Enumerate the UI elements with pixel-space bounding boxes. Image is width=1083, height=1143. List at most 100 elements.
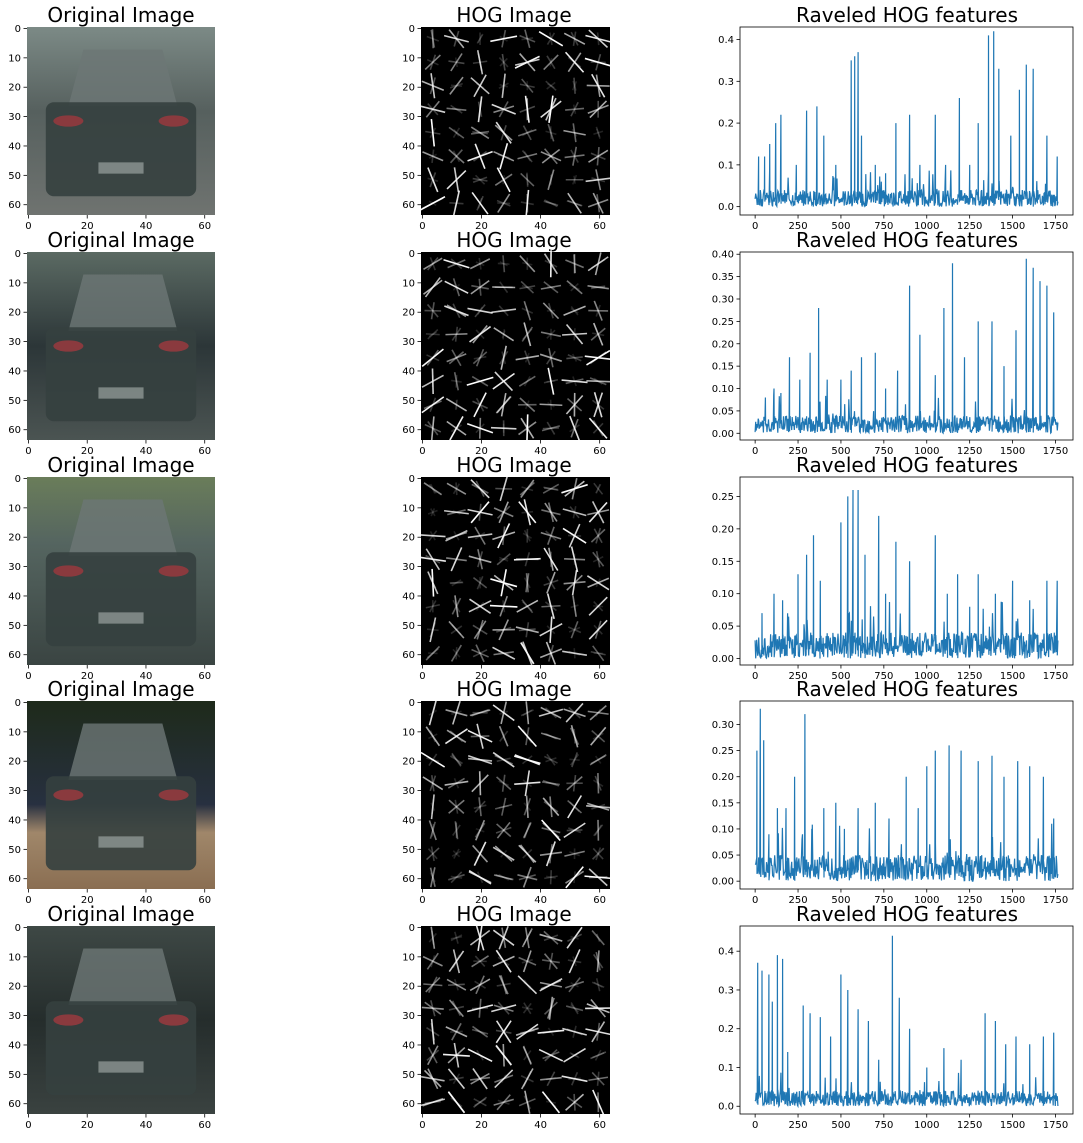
- x-tick-label: 1750: [1043, 1120, 1068, 1131]
- y-tick-label: 30: [8, 1011, 21, 1022]
- license-plate: [98, 612, 143, 623]
- x-tick-label: 750: [874, 1120, 893, 1131]
- y-tick-label: 0.10: [712, 384, 734, 395]
- y-tick-label: 60: [8, 200, 21, 211]
- y-tick-label: 50: [402, 171, 415, 182]
- y-tick-label: 0.0: [718, 202, 734, 213]
- hog-gradient-stroke: [574, 78, 575, 94]
- y-tick-label: 0.20: [712, 524, 734, 535]
- x-tick-label: 40: [534, 1120, 547, 1131]
- y-tick-label: 0.15: [712, 798, 734, 809]
- y-tick-label: 0: [409, 698, 415, 709]
- y-tick-label: 0.25: [712, 746, 734, 757]
- y-tick-label: 50: [8, 171, 21, 182]
- hog-image-title: HOG Image: [456, 677, 571, 701]
- y-tick-label: 30: [402, 786, 415, 797]
- y-tick-label: 0: [15, 923, 21, 934]
- x-tick-label: 1750: [1043, 671, 1068, 682]
- x-tick-label: 0: [25, 221, 31, 232]
- y-tick-label: 10: [8, 53, 21, 64]
- y-tick-label: 40: [8, 591, 21, 602]
- y-tick-label: 30: [8, 337, 21, 348]
- y-tick-label: 10: [8, 727, 21, 738]
- x-tick-label: 0: [25, 671, 31, 682]
- hog-background: [421, 926, 610, 1114]
- y-tick-label: 0.20: [712, 772, 734, 783]
- tail-light: [53, 1014, 83, 1025]
- y-tick-label: 30: [402, 337, 415, 348]
- tail-light: [159, 1014, 189, 1025]
- y-tick-label: 0.30: [712, 295, 734, 306]
- y-tick-label: 50: [8, 621, 21, 632]
- y-tick-label: 20: [402, 757, 415, 768]
- hog-background: [421, 701, 610, 889]
- x-tick-label: 500: [831, 1120, 850, 1131]
- y-tick-label: 0.4: [718, 35, 734, 46]
- y-tick-label: 60: [8, 650, 21, 661]
- y-tick-label: 10: [402, 503, 415, 514]
- hog-gradient-stroke: [480, 771, 481, 795]
- y-tick-label: 30: [402, 1011, 415, 1022]
- x-tick-label: 60: [198, 221, 211, 232]
- y-tick-label: 60: [8, 874, 21, 885]
- y-tick-label: 0.1: [718, 1063, 734, 1074]
- x-tick-label: 60: [198, 671, 211, 682]
- x-tick-label: 250: [788, 1120, 807, 1131]
- y-tick-label: 40: [402, 141, 415, 152]
- car-window: [68, 50, 177, 106]
- plot-frame: [740, 27, 1073, 215]
- y-tick-label: 0.10: [712, 589, 734, 600]
- x-tick-label: 1000: [914, 1120, 939, 1131]
- tail-light: [159, 115, 189, 126]
- y-tick-label: 0.00: [712, 429, 734, 440]
- hog-image-title: HOG Image: [456, 902, 571, 926]
- hog-image-title: HOG Image: [456, 228, 571, 252]
- y-tick-label: 0.25: [712, 317, 734, 328]
- y-tick-label: 0.40: [712, 250, 734, 261]
- license-plate: [98, 387, 143, 398]
- x-tick-label: 20: [475, 1120, 488, 1131]
- x-tick-label: 60: [198, 1120, 211, 1131]
- x-tick-label: 20: [81, 1120, 94, 1131]
- hog-gradient-stroke: [498, 263, 510, 264]
- hog-image-title: HOG Image: [456, 453, 571, 477]
- x-tick-label: 1750: [1043, 446, 1068, 457]
- y-tick-label: 10: [402, 952, 415, 963]
- tail-light: [159, 789, 189, 800]
- tail-light: [53, 789, 83, 800]
- series-line: [755, 709, 1058, 881]
- x-tick-label: 0: [419, 1120, 425, 1131]
- series-line: [755, 936, 1058, 1106]
- car-window: [68, 724, 177, 780]
- y-tick-label: 60: [402, 200, 415, 211]
- y-tick-label: 60: [402, 874, 415, 885]
- x-tick-label: 60: [593, 446, 606, 457]
- x-tick-label: 0: [752, 895, 758, 906]
- y-tick-label: 50: [402, 1070, 415, 1081]
- x-tick-label: 0: [419, 671, 425, 682]
- y-tick-label: 50: [8, 845, 21, 856]
- series-line: [755, 490, 1058, 659]
- y-tick-label: 0: [15, 249, 21, 260]
- x-tick-label: 1750: [1043, 221, 1068, 232]
- y-tick-label: 0.4: [718, 947, 734, 958]
- license-plate: [98, 1061, 143, 1072]
- hog-gradient-stroke: [574, 602, 575, 610]
- x-tick-label: 0: [752, 446, 758, 457]
- y-tick-label: 60: [402, 650, 415, 661]
- y-tick-label: 20: [402, 308, 415, 319]
- y-tick-label: 40: [402, 591, 415, 602]
- y-tick-label: 0.10: [712, 824, 734, 835]
- x-tick-label: 0: [752, 1120, 758, 1131]
- tail-light: [159, 340, 189, 351]
- car-window: [68, 275, 177, 331]
- y-tick-label: 60: [8, 425, 21, 436]
- y-tick-label: 20: [8, 308, 21, 319]
- x-tick-label: 60: [593, 895, 606, 906]
- y-tick-label: 10: [402, 727, 415, 738]
